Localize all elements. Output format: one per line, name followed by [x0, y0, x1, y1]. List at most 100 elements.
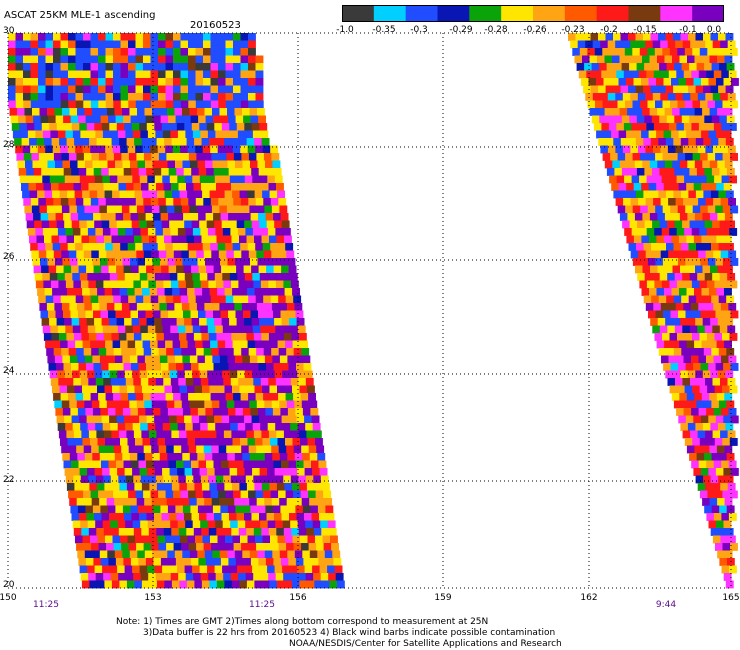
swath-cell [316, 498, 325, 506]
swath-cell [245, 130, 254, 139]
swath-cell [90, 145, 99, 154]
swath-cell [43, 183, 52, 191]
swath-cell [726, 295, 735, 304]
swath-cell [64, 175, 73, 184]
swath-cell [127, 145, 136, 154]
swath-cell [322, 535, 331, 544]
swath-cell [724, 445, 733, 454]
swath-cell [667, 93, 676, 101]
swath-cell [231, 138, 240, 146]
swath-cell [227, 408, 236, 416]
swath-cell [236, 460, 244, 469]
swath-cell [246, 138, 255, 146]
swath-cell [91, 303, 100, 311]
swath-cell [114, 108, 123, 116]
swath-cell [17, 108, 25, 116]
swath-cell [193, 573, 202, 581]
swath-cell [188, 100, 197, 109]
swath-cell [77, 355, 86, 364]
swath-cell [230, 378, 239, 386]
swath-cell [694, 445, 703, 454]
swath-cell [660, 250, 669, 259]
swath-cell [632, 205, 641, 214]
colorbar-swatch [628, 5, 661, 22]
swath-cell [130, 213, 139, 221]
swath-cell [250, 213, 259, 221]
swath-cell [173, 198, 182, 206]
swath-cell [180, 145, 189, 154]
swath-cell [624, 175, 632, 184]
swath-cell [599, 63, 607, 71]
swath-cell [98, 490, 106, 499]
swath-cell [270, 145, 279, 154]
swath-cell [179, 483, 188, 491]
swath-cell [699, 438, 708, 446]
swath-cell [692, 100, 701, 109]
swath-cell [639, 48, 648, 56]
swath-cell [258, 168, 267, 176]
swath-cell [51, 183, 59, 191]
swath-cell [697, 430, 706, 439]
swath-cell [308, 445, 317, 454]
swath-cell [113, 93, 121, 101]
swath-cell [132, 468, 140, 476]
swath-cell [272, 355, 281, 364]
swath-cell [55, 160, 63, 169]
swath-cell [37, 145, 46, 154]
swath-cell [717, 550, 726, 559]
swath-cell [660, 40, 669, 49]
swath-cell [642, 265, 651, 274]
swath-cell [52, 190, 60, 199]
swath-cell [173, 70, 181, 79]
swath-cell [134, 235, 142, 244]
swath-cell [271, 445, 280, 454]
swath-cell [72, 273, 81, 281]
swath-cell [189, 355, 198, 364]
swath-cell [16, 153, 25, 161]
swath-cell [640, 205, 649, 214]
swath-cell [255, 55, 264, 64]
swath-cell [211, 250, 220, 259]
swath-cell [609, 48, 618, 56]
swath-cell [163, 333, 172, 341]
swath-cell [208, 475, 217, 484]
swath-cell [103, 183, 112, 191]
note-line-1: Note: 1) Times are GMT 2)Times along bot… [116, 617, 489, 627]
swath-cell [166, 445, 175, 454]
swath-cell [128, 70, 136, 79]
swath-cell [25, 115, 34, 124]
swath-cell [53, 78, 61, 86]
swath-cell [80, 130, 89, 139]
swath-cell [703, 295, 712, 304]
swath-cell [692, 153, 701, 161]
swath-cell [63, 265, 72, 274]
swath-cell [682, 325, 691, 334]
swath-cell [199, 513, 207, 521]
swath-cell [98, 100, 107, 109]
swath-cell [305, 378, 314, 386]
swath-cell [168, 363, 177, 371]
swath-cell [120, 93, 129, 101]
swath-cell [233, 295, 242, 304]
swath-cell [111, 430, 120, 439]
swath-cell [259, 415, 267, 424]
swath-cell [612, 160, 621, 169]
swath-cell [127, 243, 136, 251]
swath-cell [184, 318, 192, 326]
swath-cell [218, 393, 226, 401]
swath-cell [729, 333, 738, 341]
swath-cell [81, 483, 90, 491]
swath-cell [152, 258, 161, 266]
swath-cell [60, 393, 69, 401]
swath-cell [648, 78, 657, 86]
swath-cell [632, 48, 641, 56]
swath-cell [715, 543, 723, 551]
swath-cell [697, 220, 705, 229]
swath-cell [709, 55, 718, 64]
swath-cell [173, 40, 181, 49]
swath-cell [229, 468, 238, 476]
swath-cell [100, 505, 109, 514]
swath-cell [688, 295, 697, 304]
swath-cell [188, 490, 196, 499]
swath-cell [84, 108, 93, 116]
